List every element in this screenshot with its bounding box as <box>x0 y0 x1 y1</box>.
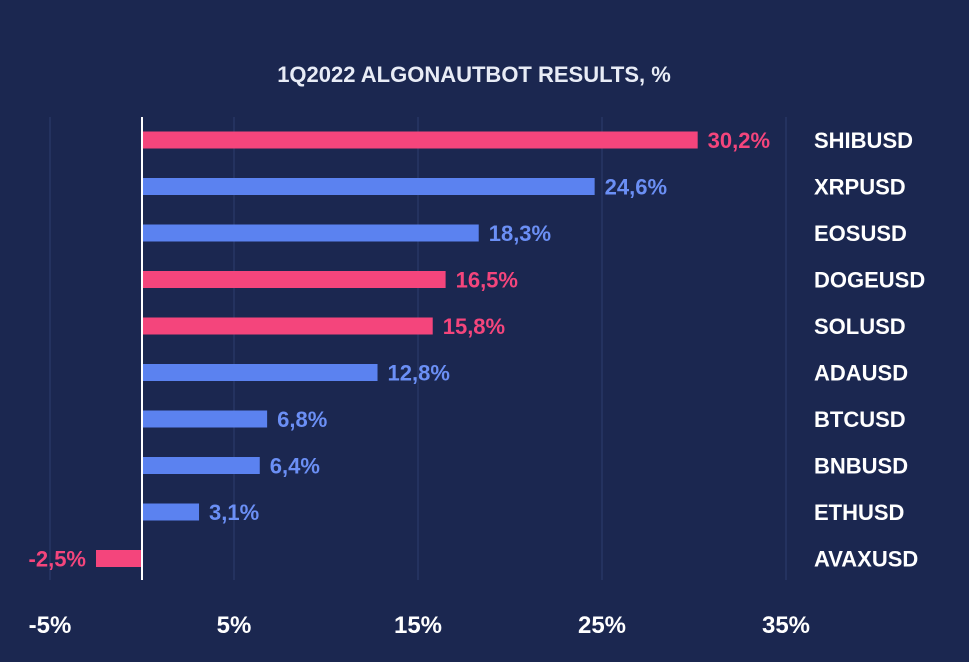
x-tick-label: 35% <box>762 612 810 639</box>
data-labels: 30,2% 24,6% 18,3% 16,5% 15,8% 12,8% 6,8% 6,4% 3,… <box>29 128 771 572</box>
data-label: 15,8% <box>443 314 505 339</box>
category-label: EOSUSD <box>814 221 907 246</box>
data-label: 6,4% <box>270 454 320 479</box>
category-label: XRPUSD <box>814 175 906 200</box>
bar <box>142 410 268 428</box>
category-label: BTCUSD <box>814 407 906 432</box>
bar <box>142 224 479 242</box>
bar <box>142 271 446 288</box>
bar <box>96 550 142 567</box>
category-label: SHIBUSD <box>814 128 913 153</box>
bar <box>142 131 698 149</box>
data-label: 12,8% <box>388 361 450 386</box>
data-label: -2,5% <box>29 547 86 572</box>
data-label: 18,3% <box>489 221 551 246</box>
category-label: ETHUSD <box>814 500 904 525</box>
data-label: 24,6% <box>605 175 667 200</box>
category-label: BNBUSD <box>814 454 908 479</box>
category-label: ADAUSD <box>814 361 908 386</box>
bar <box>142 178 595 195</box>
bars <box>96 131 698 567</box>
chart-title: 1Q2022 ALGONAUTBOT RESULTS, % <box>277 62 671 87</box>
bar <box>142 364 378 381</box>
bar <box>142 503 200 521</box>
x-tick-label: 25% <box>578 612 626 639</box>
data-label: 6,8% <box>277 407 327 432</box>
bar <box>142 457 260 474</box>
data-label: 16,5% <box>456 268 518 293</box>
bar <box>142 317 433 335</box>
category-label: AVAXUSD <box>814 547 918 572</box>
category-labels: SHIBUSD XRPUSD EOSUSD DOGEUSD SOLUSD ADAUSD BT… <box>814 128 925 572</box>
data-label: 3,1% <box>209 500 259 525</box>
x-tick-label: 5% <box>217 612 252 639</box>
x-tick-label: -5% <box>29 612 72 639</box>
x-axis-ticks: -5% 5% 15% 25% 35% <box>29 612 810 639</box>
x-tick-label: 15% <box>394 612 442 639</box>
data-label: 30,2% <box>708 128 770 153</box>
category-label: DOGEUSD <box>814 268 925 293</box>
category-label: SOLUSD <box>814 314 906 339</box>
